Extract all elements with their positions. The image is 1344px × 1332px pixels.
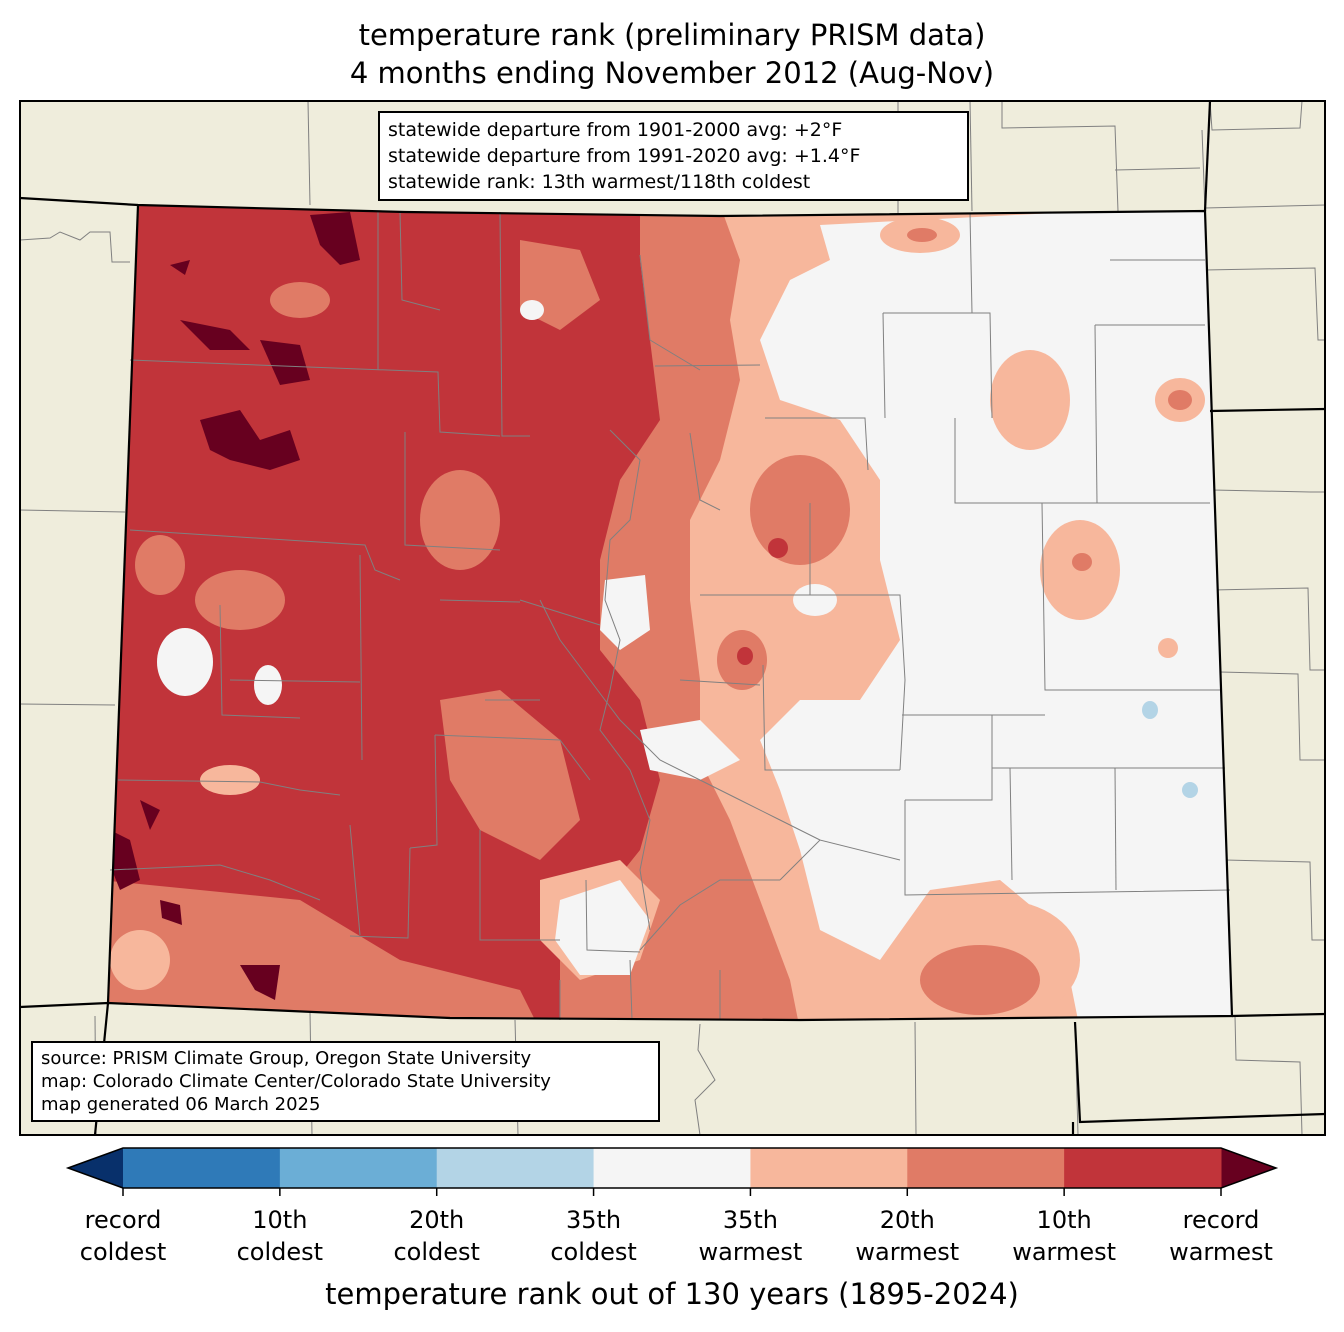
source-generated-date: map generated 06 March 2025 [41,1094,321,1115]
tick-label-line1: 20th [409,1206,465,1234]
colorbar-tick-label: record warmest [1141,1204,1301,1268]
colorbar-bin [123,1148,281,1188]
tick-label-line1: 35th [722,1206,778,1234]
tick-label-line2: warmest [1169,1238,1273,1266]
stats-departure-1991-2020: statewide departure from 1991-2020 avg: … [388,145,861,167]
tick-label-line1: 10th [1036,1206,1092,1234]
colorbar-bin [750,1148,908,1188]
colorbar-tick-label: 20th coldest [357,1204,517,1268]
colorbar-extend-high [1221,1148,1276,1188]
colorbar-tick-label: record coldest [43,1204,203,1268]
rank-shading [108,205,1232,1020]
colorbar-extend-low [68,1148,123,1188]
tick-label-line2: coldest [79,1238,167,1266]
source-prism: source: PRISM Climate Group, Oregon Stat… [41,1048,532,1069]
tick-label-line2: warmest [855,1238,960,1266]
county-lines [109,211,1231,1021]
tick-label-line1: 20th [879,1206,935,1234]
colorbar-bin [593,1148,751,1188]
source-map-credit: map: Colorado Climate Center/Colorado St… [41,1071,551,1092]
colorbar-bin [907,1148,1065,1188]
tick-label-line2: warmest [1012,1238,1117,1266]
colorbar-tick-label: 10th warmest [984,1204,1144,1268]
state-boundaries [19,100,1326,1136]
colorbar-tick-label: 20th warmest [827,1204,987,1268]
colorbar-bin [436,1148,595,1188]
tick-label-line1: 35th [565,1206,622,1234]
colorbar-tick-label: 35th warmest [670,1204,830,1268]
stats-rank: statewide rank: 13th warmest/118th colde… [388,171,811,193]
map-title-line2: 4 months ending November 2012 (Aug-Nov) [349,56,995,90]
colorbar-bin [279,1148,438,1188]
map-frame [19,100,1326,1136]
tick-label-line2: warmest [698,1238,803,1266]
stats-departure-1901-2000: statewide departure from 1901-2000 avg: … [388,119,843,141]
tick-label-line2: coldest [393,1238,480,1266]
source-box: source: PRISM Climate Group, Oregon Stat… [31,1041,660,1122]
map-title-line1: temperature rank (preliminary PRISM data… [358,18,986,52]
tick-label-line2: coldest [236,1238,324,1266]
tick-label-line1: 10th [252,1206,308,1234]
tick-label-line1: record [84,1206,162,1234]
tick-label-line2: coldest [550,1238,637,1266]
statewide-stats-box: statewide departure from 1901-2000 avg: … [378,111,969,201]
colorbar [65,1147,1279,1196]
colorbar-tick-label: 10th coldest [200,1204,360,1268]
colorbar-axis-label: temperature rank out of 130 years (1895-… [325,1277,1019,1311]
colorbar-bin [1064,1148,1222,1188]
tick-label-line1: record [1182,1206,1260,1234]
colorbar-tick-label: 35th coldest [514,1204,674,1268]
